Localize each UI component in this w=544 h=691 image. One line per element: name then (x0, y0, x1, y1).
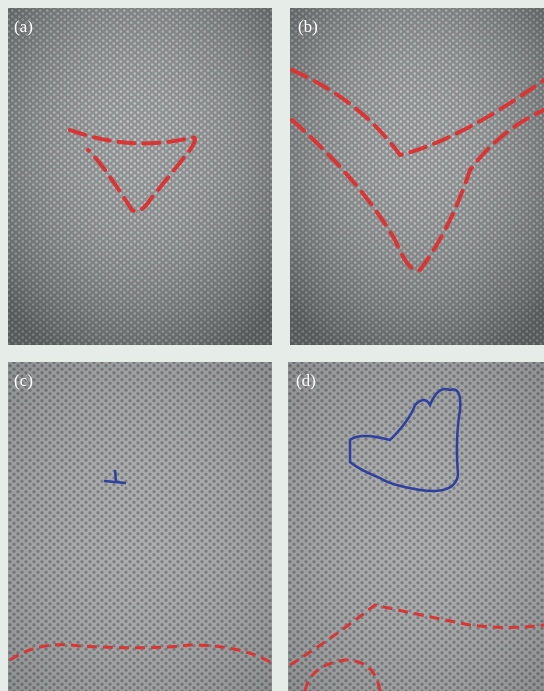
figure: (a) (b) (c) (d) (0, 0, 544, 691)
panel-label: (d) (296, 371, 316, 390)
panel-label: (c) (14, 371, 33, 390)
panel-label: (b) (298, 17, 318, 36)
panel-a: (a) (8, 8, 272, 345)
panel-b: (b) (290, 8, 544, 345)
panel-c: (c) (8, 362, 272, 691)
panel-label: (a) (14, 17, 33, 36)
panel-d: (d) (288, 362, 544, 691)
